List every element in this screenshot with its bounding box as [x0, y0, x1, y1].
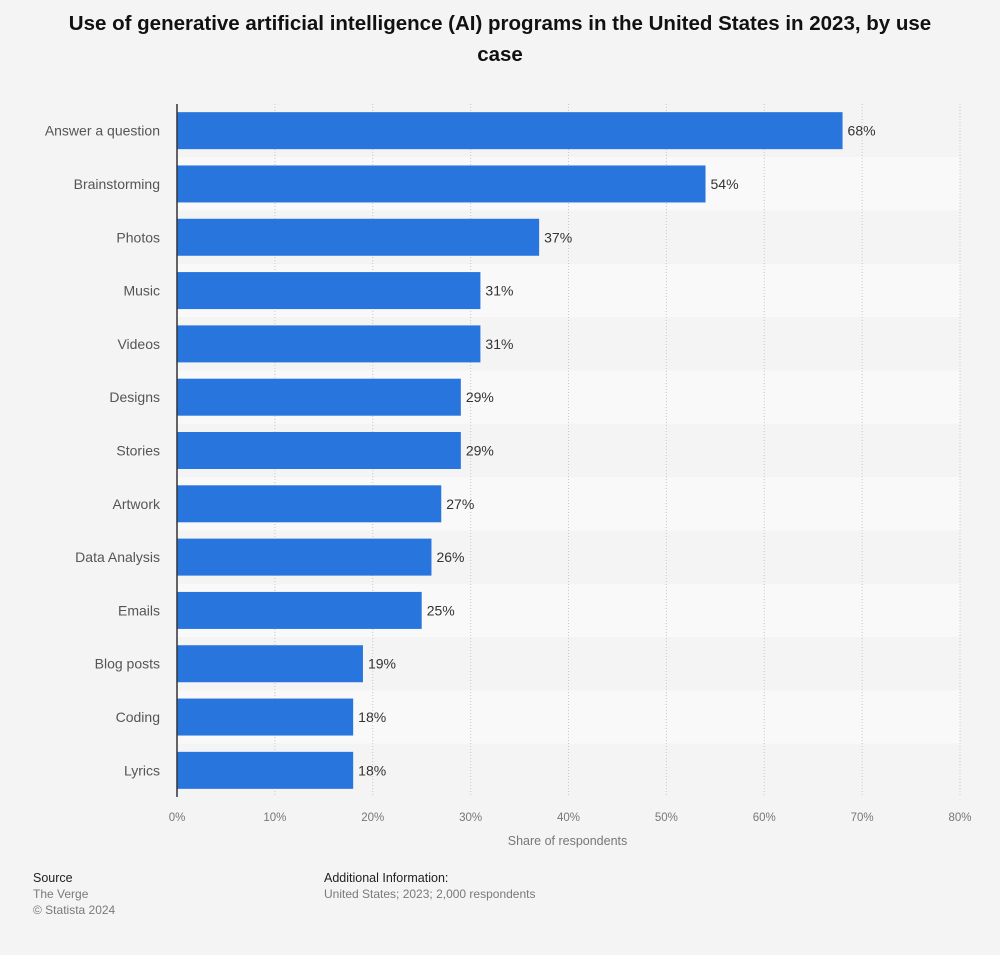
value-label: 18% [358, 709, 386, 725]
bar[interactable] [177, 485, 442, 523]
category-label: Blog posts [95, 656, 160, 672]
value-label: 26% [436, 549, 464, 565]
chart-title: Use of generative artificial intelligenc… [68, 12, 932, 66]
bar[interactable] [177, 698, 354, 736]
bar-chart: Answer a question 68% Brainstorming 54% Phot… [45, 104, 972, 848]
value-label: 29% [466, 389, 494, 405]
x-tick-label: 20% [361, 812, 384, 824]
bar[interactable] [177, 165, 706, 203]
category-label: Stories [116, 443, 160, 459]
value-label: 25% [427, 602, 455, 618]
value-label: 31% [485, 283, 513, 299]
bar[interactable] [177, 378, 461, 416]
category-label: Lyrics [124, 762, 160, 778]
category-label: Videos [117, 336, 160, 352]
bar[interactable] [177, 751, 354, 789]
copyright: © Statista 2024 [33, 903, 116, 917]
category-label: Music [123, 283, 160, 299]
source-block: Source The Verge © Statista 2024 [33, 870, 115, 918]
x-tick-label: 80% [948, 812, 971, 824]
x-tick-label: 60% [753, 812, 776, 824]
value-label: 19% [368, 656, 396, 672]
category-label: Designs [109, 389, 160, 405]
x-axis-title: Share of respondents [508, 834, 628, 848]
category-label: Coding [116, 709, 160, 725]
source-name[interactable]: The Verge [33, 887, 89, 901]
bar[interactable] [177, 432, 461, 469]
x-tick-label: 10% [263, 812, 286, 824]
value-label: 29% [466, 443, 494, 459]
bar[interactable] [177, 325, 481, 363]
bar[interactable] [177, 538, 432, 576]
value-label: 31% [485, 336, 513, 352]
additional-info-text: United States; 2023; 2,000 respondents [324, 887, 536, 901]
category-label: Emails [118, 602, 160, 618]
additional-info-block: Additional Information: United States; 2… [324, 870, 535, 902]
category-label: Artwork [113, 496, 161, 512]
additional-info-heading: Additional Information: [324, 871, 449, 885]
bar[interactable] [177, 645, 363, 683]
x-tick-label: 70% [851, 812, 874, 824]
category-label: Brainstorming [74, 176, 160, 192]
bar[interactable] [177, 112, 843, 150]
value-label: 54% [711, 176, 739, 192]
category-label: Answer a question [45, 123, 160, 139]
value-label: 68% [848, 123, 876, 139]
bar[interactable] [177, 218, 540, 256]
category-label: Photos [116, 229, 160, 245]
x-tick-label: 40% [557, 812, 580, 824]
x-tick-label: 50% [655, 812, 678, 824]
x-tick-label: 30% [459, 812, 482, 824]
x-tick-label: 0% [169, 812, 186, 824]
value-label: 18% [358, 762, 386, 778]
value-label: 37% [544, 229, 572, 245]
value-label: 27% [446, 496, 474, 512]
source-heading: Source [33, 871, 73, 885]
category-label: Data Analysis [75, 549, 160, 565]
bar[interactable] [177, 272, 481, 310]
bar[interactable] [177, 591, 422, 629]
